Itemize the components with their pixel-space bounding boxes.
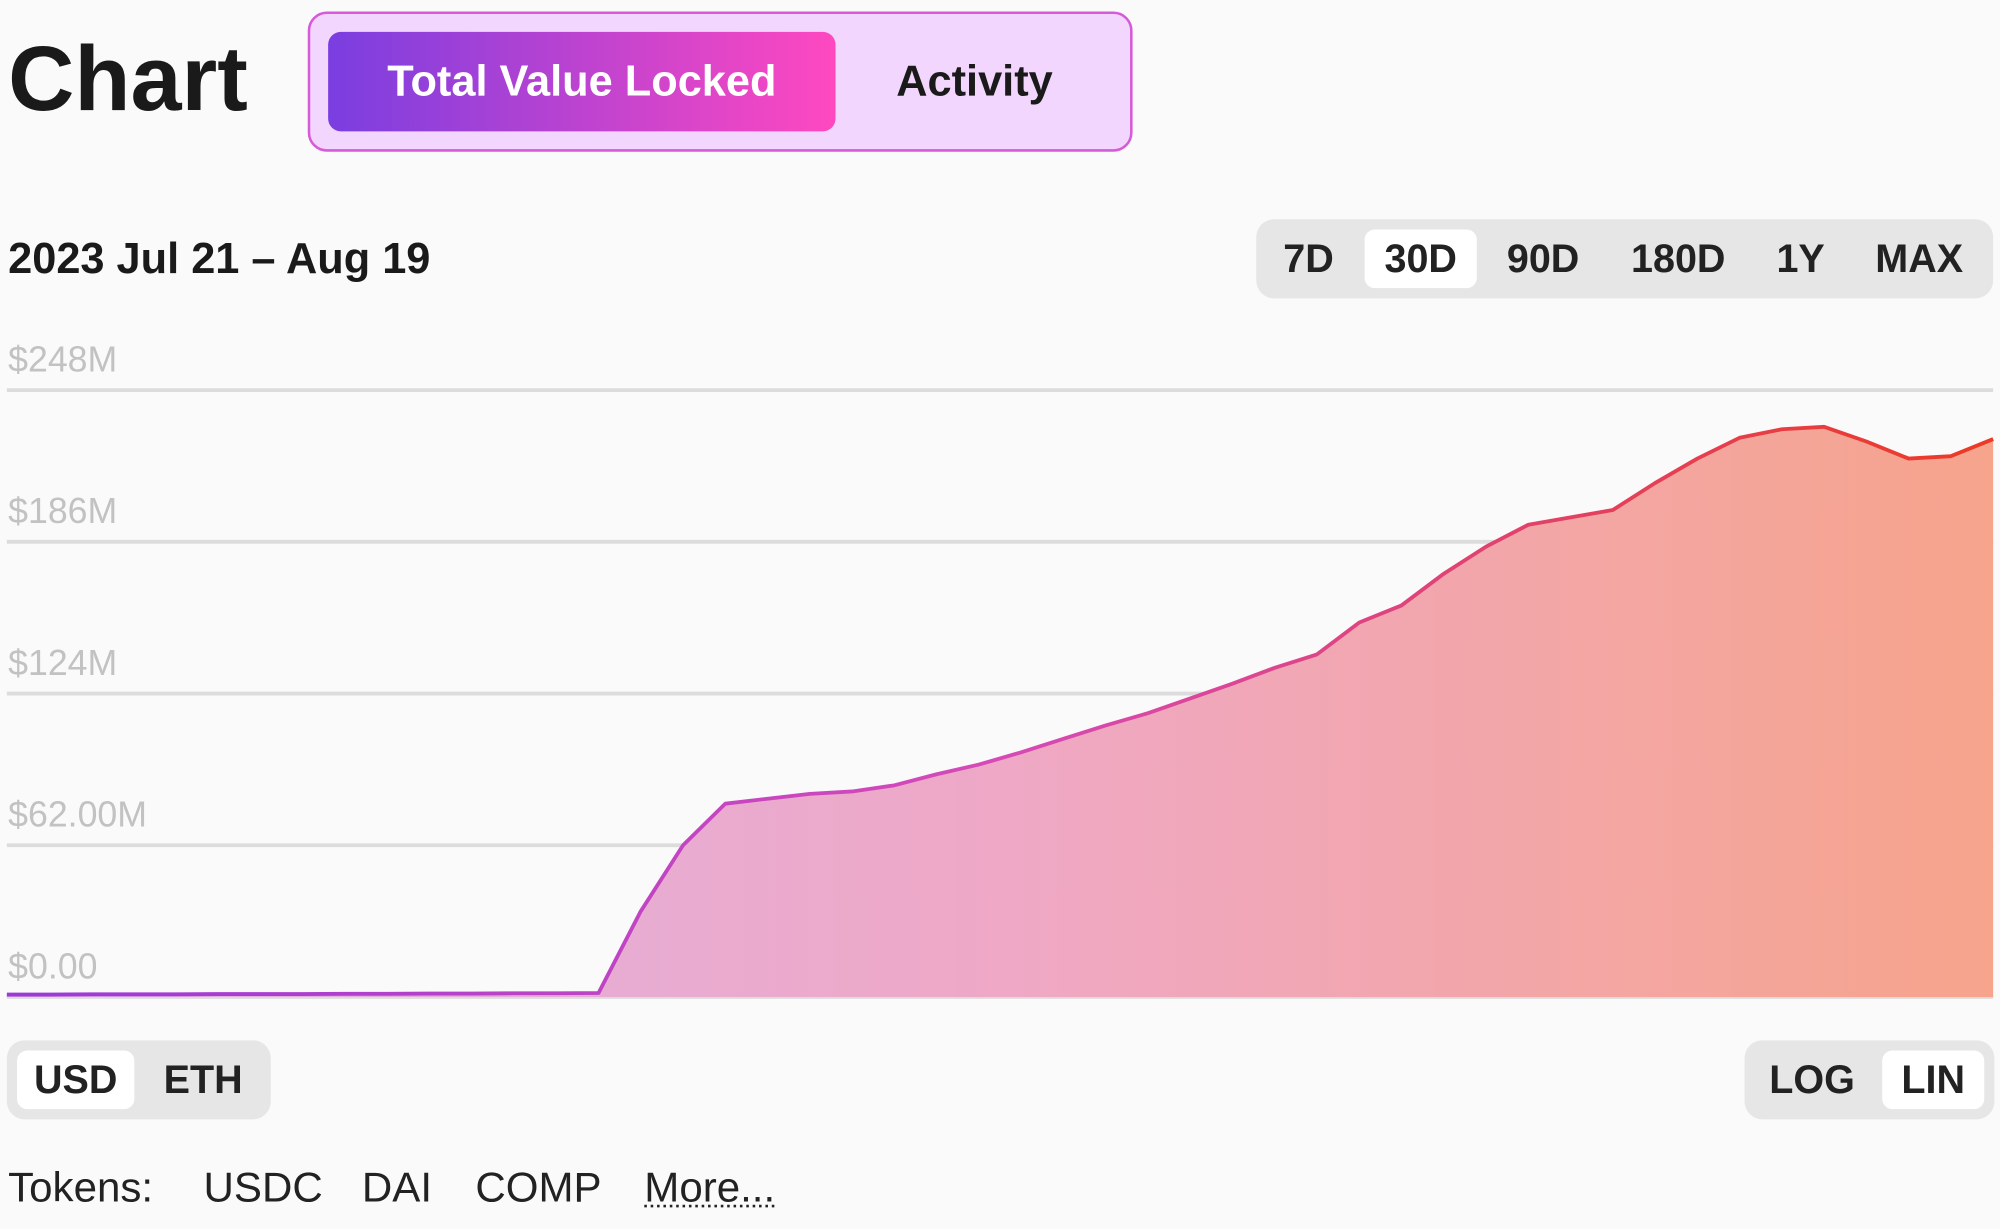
button-active-bg <box>17 1050 135 1110</box>
page-title: Chart <box>8 28 248 130</box>
button-active-bg <box>1882 1050 1985 1110</box>
area-line <box>6 424 1994 997</box>
y-tick-label: $124M <box>8 643 117 683</box>
token[interactable]: USDC <box>204 1163 323 1210</box>
y-tick-label: $0.00 <box>8 946 97 986</box>
tab[interactable]: Activity <box>896 58 1053 106</box>
tab[interactable]: Total Value Locked <box>387 58 776 106</box>
token[interactable]: DAI <box>362 1163 432 1210</box>
button[interactable]: MAX <box>1875 237 1963 281</box>
date-range: 2023 Jul 21 – Aug 19 <box>8 235 430 283</box>
area-fill <box>6 426 1994 997</box>
y-tick-label: $186M <box>8 491 117 531</box>
more-link[interactable]: More... <box>644 1163 775 1210</box>
button[interactable]: ETH <box>164 1058 243 1102</box>
tokens-label: Tokens: <box>8 1163 153 1210</box>
button[interactable]: 30D <box>1384 237 1457 281</box>
button-active-bg <box>1364 229 1477 289</box>
y-tick-label: $62.00M <box>8 795 147 835</box>
button[interactable]: USD <box>34 1058 117 1102</box>
button[interactable]: 180D <box>1631 237 1725 281</box>
token[interactable]: COMP <box>475 1163 601 1210</box>
button[interactable]: LOG <box>1769 1058 1855 1102</box>
button[interactable]: 7D <box>1283 237 1334 281</box>
tab-active-bg <box>328 31 836 132</box>
button[interactable]: 90D <box>1507 237 1580 281</box>
button[interactable]: 1Y <box>1776 237 1824 281</box>
button[interactable]: LIN <box>1901 1058 1965 1102</box>
y-tick-label: $248M <box>8 340 117 380</box>
